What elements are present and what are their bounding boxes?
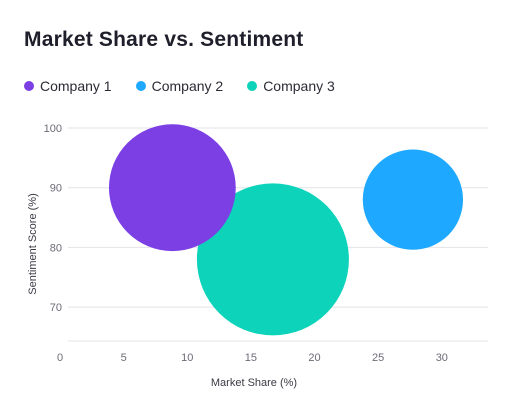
- x-axis-label: Market Share (%): [211, 377, 297, 389]
- x-tick-label: 15: [245, 352, 257, 364]
- bubble-company-3[interactable]: [196, 183, 349, 336]
- y-tick-label: 100: [44, 123, 62, 135]
- y-tick-label: 70: [50, 302, 62, 314]
- y-tick-label: 90: [50, 183, 62, 195]
- legend-label-company-3: Company 3: [263, 78, 335, 94]
- legend-label-company-1: Company 1: [40, 78, 112, 94]
- chart-title: Market Share vs. Sentiment: [24, 28, 304, 51]
- x-tick-label: 0: [57, 352, 63, 364]
- x-tick-label: 25: [372, 352, 384, 364]
- axis-ticks: 70 80 90 100 0 5 10 15 20 25 30: [44, 123, 448, 364]
- bubble-company-1[interactable]: [108, 124, 236, 252]
- x-tick-label: 10: [181, 352, 193, 364]
- legend-label-company-2: Company 2: [151, 78, 224, 94]
- legend-marker-company-1: [24, 81, 34, 91]
- x-tick-label: 30: [436, 352, 448, 364]
- legend-item-company-1[interactable]: Company 1: [24, 78, 112, 94]
- legend-item-company-3[interactable]: Company 3: [247, 78, 335, 94]
- bubble-company-2[interactable]: [362, 149, 464, 250]
- chart-legend: Company 1 Company 2 Company 3: [24, 78, 335, 94]
- bubbles: [108, 124, 464, 336]
- x-tick-label: 5: [121, 352, 127, 364]
- legend-item-company-2[interactable]: Company 2: [135, 78, 224, 94]
- y-axis-label: Sentiment Score (%): [27, 193, 39, 294]
- y-tick-label: 80: [50, 242, 62, 254]
- legend-marker-company-3: [247, 81, 258, 91]
- legend-marker-company-2: [135, 81, 146, 91]
- x-tick-label: 20: [308, 352, 320, 364]
